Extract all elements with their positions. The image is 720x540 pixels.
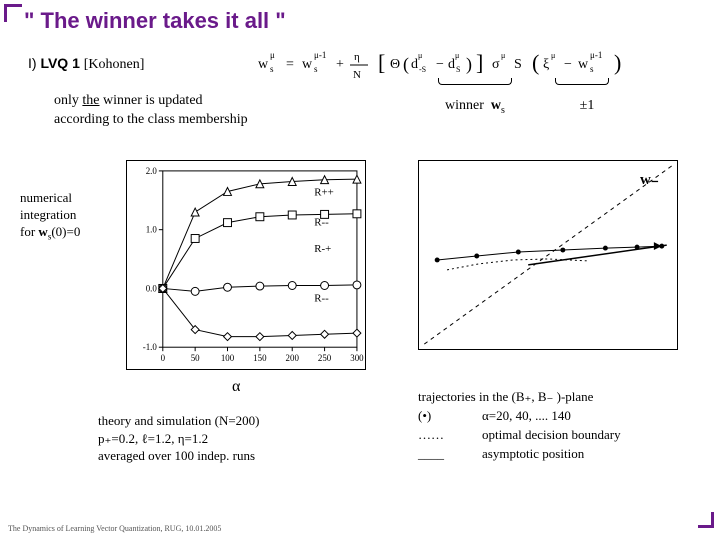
winner-ws-label: winner ws — [420, 98, 530, 116]
svg-text:+: + — [336, 57, 344, 72]
svg-text:s: s — [590, 64, 594, 74]
svg-text:μ: μ — [270, 50, 275, 60]
left-cap-l1: theory and simulation (N=200) — [98, 413, 260, 428]
section-heading: I) LVQ 1 [Kohonen] — [28, 55, 144, 73]
svg-text:ξ: ξ — [543, 57, 549, 72]
svg-text:): ) — [466, 54, 472, 75]
svg-text:R--: R-- — [314, 292, 329, 304]
svg-text:S: S — [456, 65, 460, 74]
svg-text:[: [ — [378, 50, 385, 75]
svg-text:-1.0: -1.0 — [143, 342, 158, 352]
svg-text:w: w — [578, 57, 589, 72]
svg-text:η: η — [354, 51, 360, 63]
numerical-integration-text: numerical integration for ws(0)=0 — [20, 190, 80, 243]
svg-text:100: 100 — [221, 353, 235, 363]
svg-text:s: s — [270, 64, 274, 74]
svg-text:R--: R-- — [314, 217, 329, 229]
svg-text:2.0: 2.0 — [146, 166, 158, 176]
traj-title: trajectories in the (B₊, B₋ )-plane — [418, 388, 621, 407]
svg-text:(: ( — [403, 54, 409, 75]
svg-text:μ: μ — [418, 51, 422, 60]
svg-text:): ) — [614, 50, 621, 75]
svg-text:μ: μ — [551, 51, 555, 60]
traj-txt-2: optimal decision boundary — [482, 426, 621, 445]
chart-theory-simulation: -1.0 0.0 1.0 2.0 0 50 100 150 200 250 300 R++ R-- R-+… — [126, 160, 366, 370]
traj-txt-3: asymptotic position — [482, 445, 584, 464]
pm1-label: ±1 — [562, 98, 612, 114]
brace-pm1 — [555, 78, 607, 85]
svg-text:300: 300 — [350, 353, 364, 363]
svg-text:s: s — [314, 64, 318, 74]
svg-text:-S: -S — [419, 65, 426, 74]
svg-text:=: = — [286, 57, 294, 72]
svg-text:S: S — [514, 57, 522, 72]
svg-text:−: − — [564, 57, 572, 72]
svg-text:0: 0 — [161, 353, 166, 363]
corner-bottom-right — [698, 512, 714, 528]
svg-text:σ: σ — [492, 57, 500, 72]
numint-l3c: (0)=0 — [51, 224, 80, 239]
chart-trajectories — [418, 160, 678, 350]
numint-l2: integration — [20, 207, 76, 222]
numint-w: w — [38, 224, 47, 239]
svg-text:R-+: R-+ — [314, 243, 331, 255]
winner-word: winner — [445, 98, 484, 113]
only-winner-l1: only the winner is updated — [54, 93, 203, 108]
left-caption: theory and simulation (N=200) p₊=0.2, ℓ=… — [98, 412, 260, 465]
svg-text:d: d — [448, 57, 455, 72]
numint-l3a: for — [20, 224, 38, 239]
svg-text:μ-1: μ-1 — [590, 50, 602, 60]
traj-txt-1: α=20, 40, .... 140 — [482, 407, 571, 426]
svg-text:μ: μ — [501, 51, 505, 60]
alpha-label: α — [232, 378, 240, 396]
section-roman: I) — [28, 55, 37, 71]
page-title: " The winner takes it all " — [24, 8, 286, 34]
svg-text:w: w — [258, 57, 269, 72]
left-cap-l2: p₊=0.2, ℓ=1.2, η=1.2 — [98, 431, 208, 446]
svg-text:0.0: 0.0 — [146, 283, 158, 293]
svg-text:R++: R++ — [314, 187, 334, 199]
ws-symbol: w — [491, 98, 501, 113]
section-source: [Kohonen] — [84, 57, 145, 72]
svg-text:Θ: Θ — [390, 57, 400, 72]
svg-text:μ: μ — [455, 51, 459, 60]
svg-text:150: 150 — [253, 353, 267, 363]
ws-sub: s — [501, 105, 505, 116]
svg-text:−: − — [436, 57, 444, 72]
traj-sym-1: (•) — [418, 407, 458, 426]
brace-winner — [438, 78, 510, 85]
svg-text:μ-1: μ-1 — [314, 50, 326, 60]
w-minus-label: w₋ — [640, 170, 659, 189]
only-winner-l2: according to the class membership — [54, 112, 248, 127]
section-name: LVQ 1 — [40, 55, 79, 71]
svg-text:]: ] — [476, 50, 483, 75]
svg-text:200: 200 — [286, 353, 300, 363]
only-winner-text: only the winner is updated according to … — [54, 92, 248, 130]
left-cap-l3: averaged over 100 indep. runs — [98, 448, 255, 463]
footer-text: The Dynamics of Learning Vector Quantiza… — [8, 524, 221, 533]
svg-text:50: 50 — [191, 353, 200, 363]
svg-text:1.0: 1.0 — [146, 225, 158, 235]
corner-top-left — [4, 4, 22, 22]
svg-text:w: w — [302, 57, 313, 72]
traj-sym-3: ____ — [418, 445, 458, 464]
numint-l1: numerical — [20, 190, 72, 205]
svg-text:d: d — [411, 57, 418, 72]
svg-text:N: N — [353, 69, 361, 81]
svg-text:250: 250 — [318, 353, 332, 363]
trajectory-caption: trajectories in the (B₊, B₋ )-plane (•) α… — [418, 388, 621, 463]
svg-text:(: ( — [532, 50, 539, 75]
traj-sym-2: …… — [418, 426, 458, 445]
